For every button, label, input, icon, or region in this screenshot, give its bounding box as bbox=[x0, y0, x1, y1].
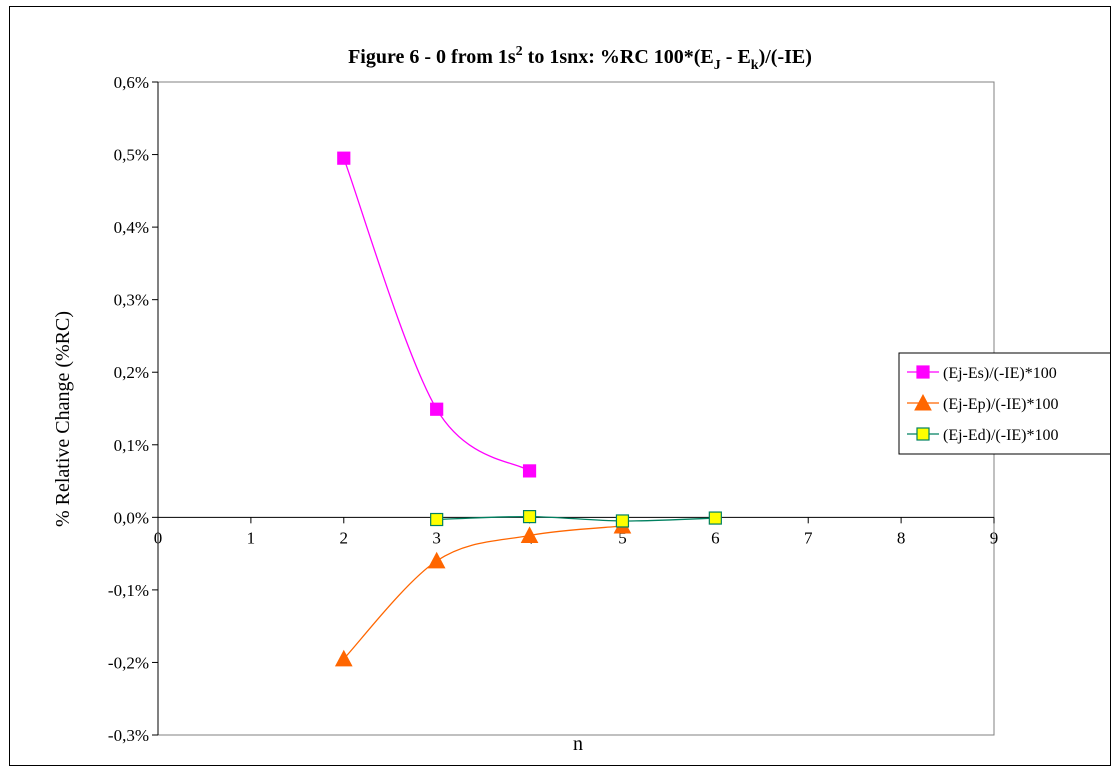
y-tick-label: 0,2% bbox=[114, 363, 149, 382]
plot-area-border bbox=[157, 81, 995, 736]
chart-title: Figure 6 - 0 from 1s2 to 1snx: %RC 100*(… bbox=[348, 44, 812, 73]
title-part-mid2: - E bbox=[721, 46, 751, 68]
data-point bbox=[430, 512, 444, 527]
legend-marker bbox=[914, 393, 932, 411]
y-tick-label: 0,6% bbox=[114, 73, 149, 92]
x-tick-label: 2 bbox=[340, 528, 349, 547]
series-line bbox=[436, 515, 716, 522]
x-axis-label: n bbox=[573, 733, 583, 755]
x-tick-label: 9 bbox=[990, 528, 999, 547]
chart-frame: 0,6% 0,5% 0,4% 0,3% 0,2% 0,1% 0,0% -0,1% -0,2% -0… bbox=[9, 6, 1111, 766]
axes: 0,6% 0,5% 0,4% 0,3% 0,2% 0,1% 0,0% -0,1% -0,2% -0… bbox=[108, 73, 998, 745]
x-tick-label: 0 bbox=[154, 528, 163, 547]
x-tick-label: 5 bbox=[618, 528, 627, 547]
series-line bbox=[343, 525, 623, 660]
series-1 bbox=[337, 151, 537, 478]
data-point bbox=[522, 510, 537, 524]
legend-entry-label: (Ej-Ep)/(-IE)*100 bbox=[943, 396, 1059, 413]
x-tick-label: 1 bbox=[247, 528, 256, 547]
title-part-main: Figure 6 - 0 from 1s bbox=[348, 46, 516, 68]
title-subscript-j: J bbox=[714, 58, 721, 73]
legend-entry-label: (Ej-Es)/(-IE)*100 bbox=[943, 365, 1057, 382]
y-tick-label: -0,3% bbox=[108, 726, 149, 745]
title-part-mid: to 1snx: %RC 100*(E bbox=[523, 46, 714, 68]
y-tick-label: 0,0% bbox=[114, 508, 149, 527]
x-tick-label: 8 bbox=[897, 528, 906, 547]
legend-marker bbox=[916, 365, 930, 379]
series-line bbox=[343, 157, 530, 472]
plot-area bbox=[157, 81, 995, 736]
series-3 bbox=[430, 510, 722, 528]
data-point bbox=[615, 514, 630, 528]
chart-svg: 0,6% 0,5% 0,4% 0,3% 0,2% 0,1% 0,0% -0,1% -0,2% -0… bbox=[52, 44, 1110, 755]
x-tick-label: 6 bbox=[711, 528, 720, 547]
series-layer bbox=[334, 151, 722, 667]
y-axis-label: % Relative Change (%RC) bbox=[52, 311, 74, 527]
y-tick-label: 0,5% bbox=[114, 146, 149, 165]
legend-marker bbox=[916, 427, 930, 441]
y-tick-label: 0,1% bbox=[114, 436, 149, 455]
x-tick-label: 3 bbox=[432, 528, 441, 547]
legend: (Ej-Es)/(-IE)*100 (Ej-Ep)/(-IE)*100 (Ej-Ed… bbox=[898, 352, 1110, 455]
data-point bbox=[520, 526, 539, 543]
y-tick-label: -0,2% bbox=[108, 653, 149, 672]
title-subscript-k: k bbox=[751, 58, 759, 73]
legend-entry-label: (Ej-Ed)/(-IE)*100 bbox=[943, 427, 1059, 444]
data-point bbox=[522, 464, 537, 478]
title-part-end: )/(-IE) bbox=[759, 46, 812, 68]
y-tick-label: 0,3% bbox=[114, 291, 149, 310]
x-tick-label: 7 bbox=[804, 528, 813, 547]
data-point bbox=[334, 649, 353, 667]
data-point bbox=[427, 551, 446, 569]
y-tick-label: 0,4% bbox=[114, 218, 149, 237]
data-point bbox=[337, 151, 351, 165]
data-point bbox=[708, 511, 722, 525]
title-superscript: 2 bbox=[516, 44, 523, 59]
y-tick-label: -0,1% bbox=[108, 581, 149, 600]
data-point bbox=[430, 402, 444, 416]
